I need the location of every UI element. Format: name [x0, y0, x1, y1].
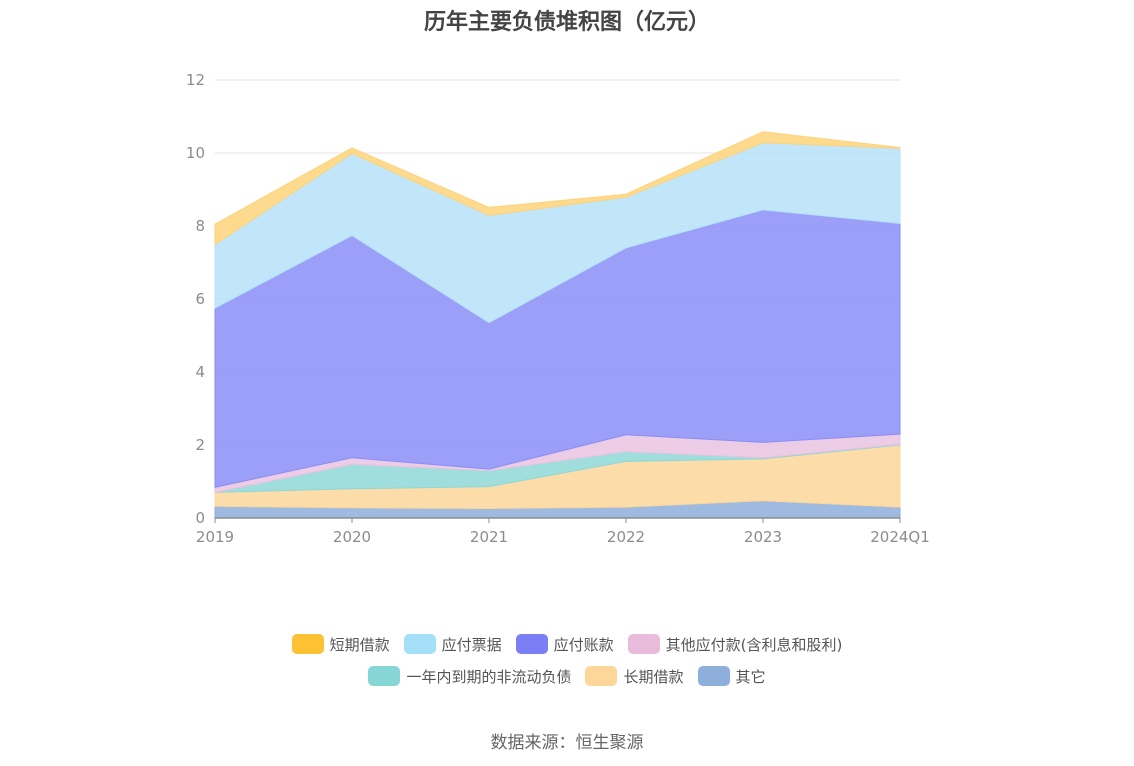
legend-item[interactable]: 一年内到期的非流动负债: [368, 666, 571, 687]
legend-item[interactable]: 其它: [697, 666, 766, 687]
legend-row: 短期借款 应付票据 应付账款 其他应付款(含利息和股利): [0, 628, 1134, 660]
y-tick-label: 12: [186, 71, 205, 89]
legend-item[interactable]: 其他应付款(含利息和股利): [627, 634, 843, 655]
legend: 短期借款 应付票据 应付账款 其他应付款(含利息和股利) 一年内到期的非流动负债 长期借款…: [0, 628, 1134, 692]
legend-item[interactable]: 长期借款: [585, 666, 684, 687]
legend-label: 应付票据: [441, 635, 502, 654]
legend-item[interactable]: 应付票据: [403, 634, 502, 655]
x-tick-label: 2019: [196, 528, 234, 546]
legend-label: 应付账款: [553, 635, 614, 654]
y-tick-label: 6: [195, 290, 205, 308]
x-tick-label: 2021: [470, 528, 508, 546]
y-tick-label: 4: [195, 363, 205, 381]
x-tick-label: 2024Q1: [870, 528, 930, 546]
legend-swatch: [515, 634, 548, 654]
legend-item[interactable]: 应付账款: [515, 634, 614, 655]
y-tick-label: 0: [195, 509, 205, 527]
y-tick-label: 2: [195, 436, 205, 454]
legend-label: 长期借款: [623, 667, 684, 686]
legend-swatch: [585, 666, 618, 686]
x-tick-label: 2022: [607, 528, 645, 546]
legend-swatch: [291, 634, 324, 654]
legend-label: 一年内到期的非流动负债: [406, 667, 572, 686]
y-tick-label: 10: [186, 144, 205, 162]
area-series: [214, 131, 901, 519]
axes: 0 2 4 6 8 10 12 2019 2020 2021 2022 2023 2024Q1: [186, 71, 930, 546]
chart-title: 历年主要负债堆积图（亿元）: [423, 10, 710, 35]
source-note: 数据来源：恒生聚源: [490, 733, 644, 753]
legend-label: 短期借款: [329, 635, 390, 654]
y-tick-label: 8: [195, 217, 205, 235]
legend-item[interactable]: 短期借款: [291, 634, 390, 655]
area-series-6: [214, 131, 901, 246]
legend-swatch: [627, 634, 660, 654]
legend-label: 其他应付款(含利息和股利): [665, 635, 843, 654]
legend-swatch: [368, 666, 401, 686]
legend-label: 其它: [735, 667, 766, 686]
legend-swatch: [403, 634, 436, 654]
x-tick-label: 2020: [333, 528, 371, 546]
legend-swatch: [697, 666, 730, 686]
legend-row: 一年内到期的非流动负债 长期借款 其它: [0, 660, 1134, 692]
x-tick-label: 2023: [744, 528, 782, 546]
